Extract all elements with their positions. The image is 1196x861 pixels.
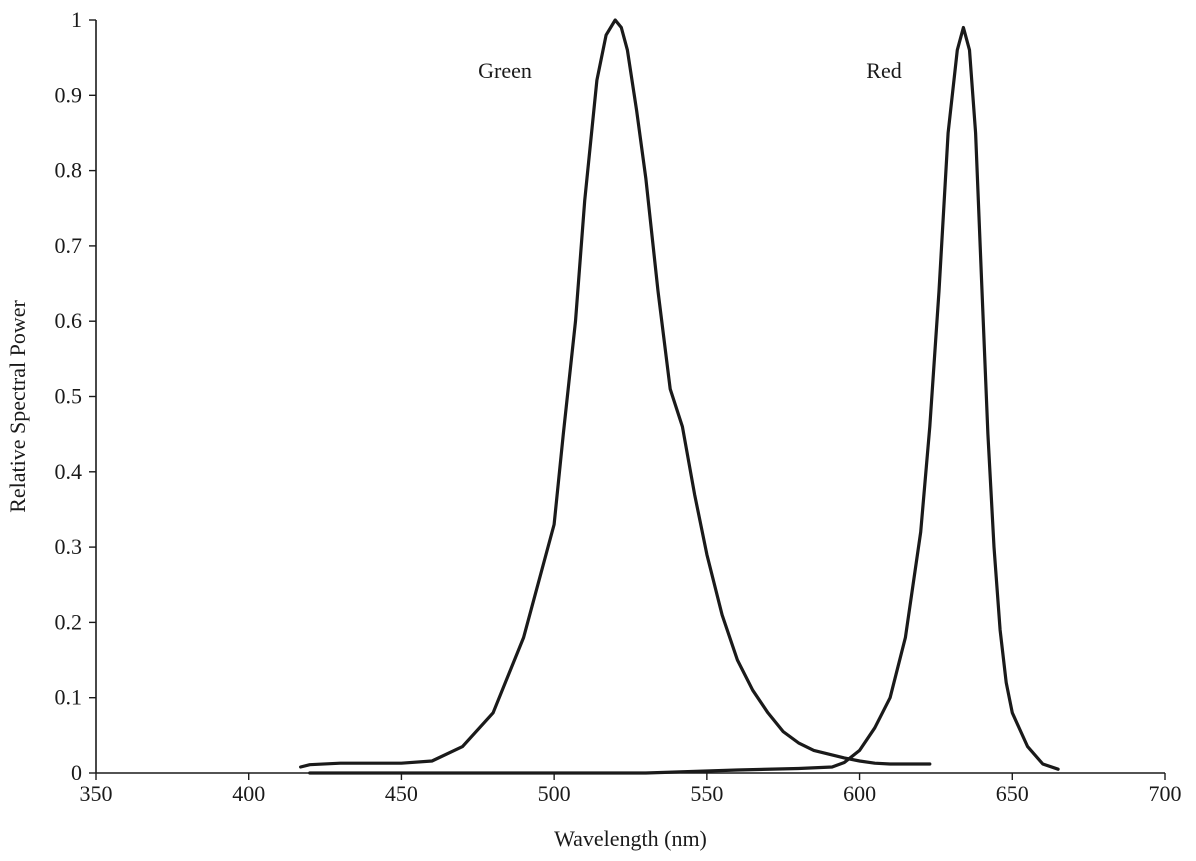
y-tick-label: 1 <box>71 7 82 32</box>
x-tick-label: 450 <box>385 781 418 806</box>
x-tick-label: 350 <box>80 781 113 806</box>
series-label-green: Green <box>478 58 532 83</box>
x-tick-label: 400 <box>232 781 265 806</box>
y-tick-label: 0.9 <box>55 82 83 107</box>
y-tick-label: 0.1 <box>55 685 83 710</box>
y-tick-label: 0.6 <box>55 308 83 333</box>
y-tick-label: 0 <box>71 760 82 785</box>
x-tick-label: 650 <box>996 781 1029 806</box>
y-tick-label: 0.5 <box>55 384 83 409</box>
x-axis-ticks: 350 400 450 500 550 600 650 700 <box>80 773 1182 806</box>
y-tick-label: 0.8 <box>55 158 83 183</box>
series-labels: Green Red <box>478 58 902 83</box>
series-label-red: Red <box>866 58 901 83</box>
x-tick-label: 550 <box>690 781 723 806</box>
y-tick-label: 0.4 <box>55 459 83 484</box>
series-line-green <box>299 18 932 769</box>
y-axis-title: Relative Spectral Power <box>5 300 30 513</box>
y-tick-label: 0.3 <box>55 534 83 559</box>
series-group <box>299 18 1060 775</box>
y-axis-ticks: 0 0.1 0.2 0.3 0.4 0.5 0.6 0.7 0.8 0.9 1 <box>55 7 96 785</box>
series-line-red <box>308 25 1060 775</box>
y-tick-label: 0.7 <box>55 233 83 258</box>
y-tick-label: 0.2 <box>55 609 83 634</box>
x-tick-label: 700 <box>1149 781 1182 806</box>
x-axis-title: Wavelength (nm) <box>554 826 707 851</box>
x-tick-label: 500 <box>538 781 571 806</box>
x-tick-label: 600 <box>843 781 876 806</box>
